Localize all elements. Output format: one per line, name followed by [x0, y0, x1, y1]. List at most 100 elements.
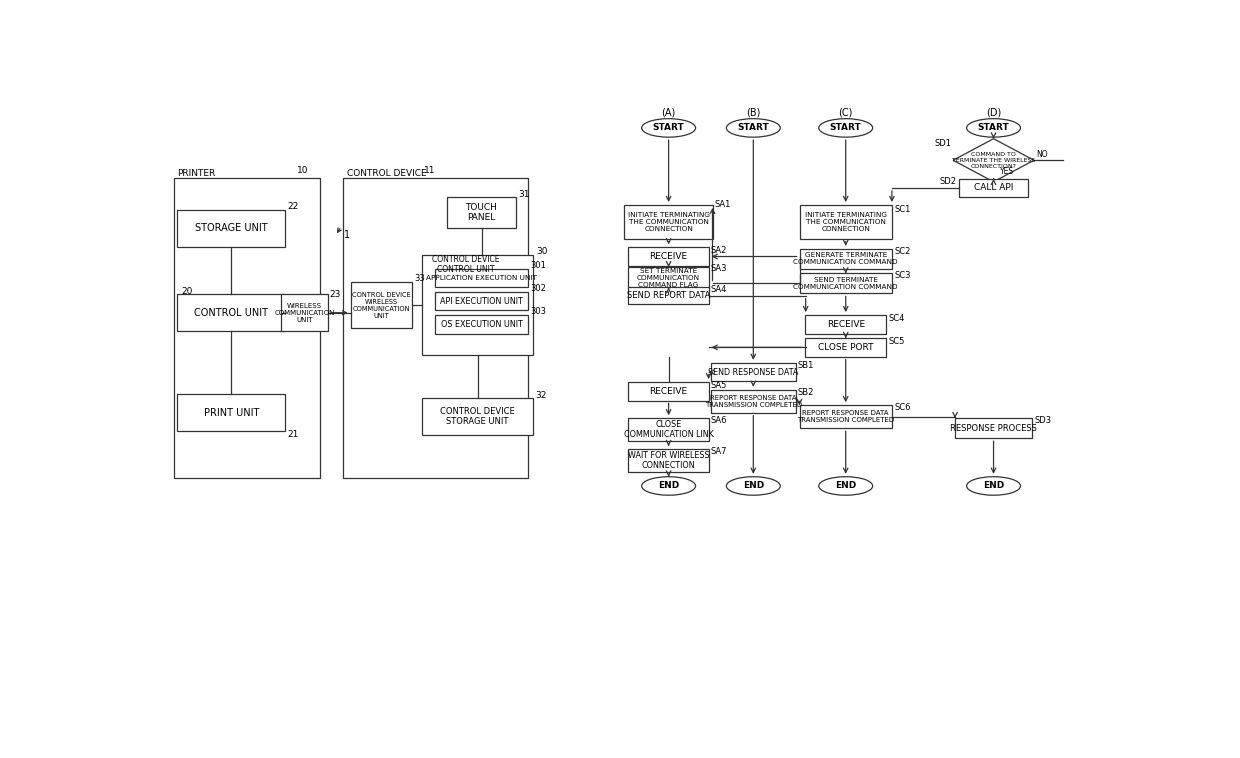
Text: CALL API: CALL API	[973, 183, 1013, 193]
Text: SEND RESPONSE DATA: SEND RESPONSE DATA	[708, 368, 799, 377]
Text: CLOSE
COMMUNICATION LINK: CLOSE COMMUNICATION LINK	[624, 420, 713, 440]
FancyBboxPatch shape	[805, 338, 887, 356]
Text: STORAGE UNIT: STORAGE UNIT	[195, 223, 268, 233]
FancyBboxPatch shape	[177, 209, 285, 246]
FancyBboxPatch shape	[629, 382, 709, 400]
FancyBboxPatch shape	[955, 418, 1032, 438]
FancyBboxPatch shape	[435, 315, 528, 334]
Text: REPORT RESPONSE DATA
TRANSMISSION COMPLETED: REPORT RESPONSE DATA TRANSMISSION COMPLE…	[704, 395, 802, 408]
Text: SA6: SA6	[711, 416, 728, 425]
Text: SA4: SA4	[711, 285, 728, 294]
Text: CLOSE PORT: CLOSE PORT	[818, 343, 873, 352]
Text: WAIT FOR WIRELESS
CONNECTION: WAIT FOR WIRELESS CONNECTION	[627, 451, 709, 470]
FancyBboxPatch shape	[174, 178, 320, 478]
Text: SC1: SC1	[894, 205, 910, 214]
FancyBboxPatch shape	[800, 205, 892, 239]
FancyBboxPatch shape	[422, 398, 533, 435]
Text: GENERATE TERMINATE
COMMUNICATION COMMAND: GENERATE TERMINATE COMMUNICATION COMMAND	[794, 252, 898, 265]
Text: SA2: SA2	[711, 246, 728, 255]
Ellipse shape	[967, 119, 1021, 137]
Text: 301: 301	[529, 262, 546, 271]
FancyBboxPatch shape	[800, 274, 892, 293]
Text: PRINTER: PRINTER	[177, 169, 216, 178]
FancyBboxPatch shape	[280, 294, 329, 331]
Text: SB1: SB1	[799, 362, 815, 371]
FancyBboxPatch shape	[624, 205, 713, 239]
Text: SC3: SC3	[894, 271, 910, 280]
Text: REPORT RESPONSE DATA
TRANSMISSION COMPLETED: REPORT RESPONSE DATA TRANSMISSION COMPLE…	[797, 410, 894, 423]
Text: TOUCH
PANEL: TOUCH PANEL	[465, 203, 497, 222]
Text: START: START	[738, 124, 769, 133]
Text: RECEIVE: RECEIVE	[650, 387, 688, 396]
Ellipse shape	[641, 477, 696, 495]
Ellipse shape	[727, 119, 780, 137]
Text: 23: 23	[330, 290, 341, 299]
Text: CONTROL UNIT: CONTROL UNIT	[195, 308, 268, 318]
Text: SEND REPORT DATA: SEND REPORT DATA	[627, 291, 711, 300]
Text: START: START	[830, 124, 862, 133]
Text: 10: 10	[296, 166, 309, 175]
FancyBboxPatch shape	[446, 197, 516, 228]
Text: RESPONSE PROCESS: RESPONSE PROCESS	[950, 424, 1037, 433]
Text: 21: 21	[288, 430, 299, 439]
Text: SC5: SC5	[888, 337, 904, 346]
Text: YES: YES	[999, 167, 1014, 176]
Text: SD3: SD3	[1034, 416, 1052, 425]
Text: COMMAND TO
TERMINATE THE WIRELESS
CONNECTION?: COMMAND TO TERMINATE THE WIRELESS CONNEC…	[952, 152, 1035, 168]
FancyBboxPatch shape	[711, 390, 796, 413]
FancyBboxPatch shape	[629, 268, 709, 289]
Text: (B): (B)	[746, 108, 760, 117]
Text: RECEIVE: RECEIVE	[827, 320, 864, 329]
Text: SD1: SD1	[934, 139, 951, 148]
FancyBboxPatch shape	[629, 287, 709, 304]
Text: 31: 31	[518, 190, 529, 199]
Text: NO: NO	[1035, 149, 1048, 158]
Text: (D): (D)	[986, 108, 1001, 117]
FancyBboxPatch shape	[629, 247, 709, 266]
Text: 11: 11	[424, 166, 435, 175]
Text: SET TERMINATE
COMMUNICATION
COMMAND FLAG: SET TERMINATE COMMUNICATION COMMAND FLAG	[637, 268, 701, 288]
Ellipse shape	[967, 477, 1021, 495]
Text: SC4: SC4	[888, 314, 904, 323]
Text: (A): (A)	[661, 108, 676, 117]
Text: SB2: SB2	[799, 387, 815, 396]
FancyBboxPatch shape	[177, 394, 285, 431]
Text: 303: 303	[529, 308, 546, 316]
FancyBboxPatch shape	[800, 405, 892, 428]
Text: RECEIVE: RECEIVE	[650, 252, 688, 261]
FancyBboxPatch shape	[435, 292, 528, 311]
Text: END: END	[983, 481, 1004, 490]
Text: API EXECUTION UNIT: API EXECUTION UNIT	[440, 296, 523, 305]
FancyBboxPatch shape	[629, 449, 709, 472]
Text: 302: 302	[529, 284, 546, 293]
Ellipse shape	[727, 477, 780, 495]
Text: (C): (C)	[838, 108, 853, 117]
Text: END: END	[835, 481, 857, 490]
Text: SD2: SD2	[940, 177, 956, 186]
Text: SA1: SA1	[714, 200, 732, 209]
FancyBboxPatch shape	[629, 418, 709, 441]
Text: 30: 30	[536, 247, 547, 256]
Text: SA5: SA5	[711, 381, 728, 390]
FancyBboxPatch shape	[959, 179, 1028, 197]
FancyBboxPatch shape	[177, 294, 285, 331]
Ellipse shape	[641, 119, 696, 137]
FancyBboxPatch shape	[422, 255, 533, 355]
FancyBboxPatch shape	[711, 363, 796, 381]
Text: INITIATE TERMINATING
THE COMMUNICATION
CONNECTION: INITIATE TERMINATING THE COMMUNICATION C…	[627, 211, 709, 232]
Text: 1: 1	[343, 230, 350, 240]
Text: 20: 20	[181, 287, 192, 296]
Text: 33: 33	[414, 274, 425, 283]
Text: 22: 22	[288, 202, 299, 211]
FancyBboxPatch shape	[351, 282, 412, 328]
FancyBboxPatch shape	[805, 315, 887, 334]
Text: CONTROL DEVICE
WIRELESS
COMMUNICATION
UNIT: CONTROL DEVICE WIRELESS COMMUNICATION UN…	[352, 292, 410, 318]
Text: START: START	[977, 124, 1009, 133]
Ellipse shape	[818, 477, 873, 495]
Text: CONTROL DEVICE
STORAGE UNIT: CONTROL DEVICE STORAGE UNIT	[440, 407, 515, 426]
Text: OS EXECUTION UNIT: OS EXECUTION UNIT	[440, 320, 522, 329]
Text: CONTROL DEVICE: CONTROL DEVICE	[347, 169, 427, 178]
Text: SA3: SA3	[711, 265, 728, 274]
Text: WIRELESS
COMMUNICATION
UNIT: WIRELESS COMMUNICATION UNIT	[274, 302, 335, 323]
Text: APPLICATION EXECUTION UNIT: APPLICATION EXECUTION UNIT	[427, 275, 537, 281]
